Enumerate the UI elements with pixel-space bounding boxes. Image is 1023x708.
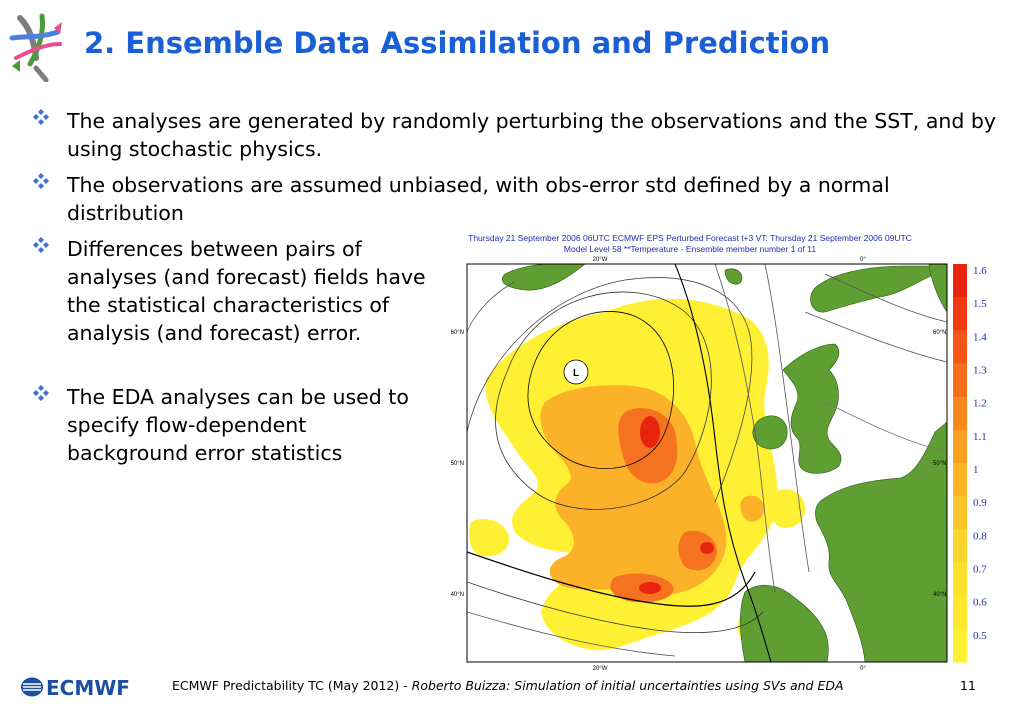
- low-pressure-marker: [563, 359, 589, 385]
- colorbar-label: 1.4: [973, 331, 987, 343]
- land-masses: [501, 264, 947, 662]
- bottom-axis-label: 20°W: [593, 666, 608, 672]
- spread-field-red: [639, 416, 714, 594]
- colorbar: 1.6 1.5 1.4 1.3 1.2 1.1 1 0.9 0.8 0.7 0.6 0.5: [953, 264, 987, 663]
- colorbar-label: 0.8: [973, 530, 987, 542]
- top-axis-label: 0°: [860, 257, 866, 263]
- slide-title: 2. Ensemble Data Assimilation and Predic…: [84, 26, 831, 60]
- top-axis-label: 20°W: [593, 257, 608, 263]
- colorbar-label: 1.3: [973, 365, 987, 377]
- ecmwf-logo-text: ECMWF: [46, 676, 130, 698]
- colorbar-swatch: [953, 363, 967, 398]
- right-axis-label: 60°N: [933, 330, 946, 336]
- map-title-line-1: Thursday 21 September 2006 06UTC ECMWF E…: [468, 233, 912, 243]
- diamond-bullet-icon: [33, 237, 49, 253]
- colorbar-swatch: [953, 496, 967, 530]
- bullet-item: The observations are assumed unbiased, w…: [32, 171, 997, 227]
- left-axis-label: 60°N: [451, 330, 464, 336]
- colorbar-label: 1.2: [973, 398, 987, 410]
- colorbar-label: 1.5: [973, 298, 987, 310]
- right-axis-label: 40°N: [933, 592, 946, 598]
- temperature-spread-map: L 20°W 0° 20°W 0° 60°N 50°N 40°N 60°N 50…: [451, 257, 988, 672]
- colorbar-swatch: [953, 429, 967, 464]
- colorbar-swatch: [953, 562, 967, 597]
- colorbar-swatch: [953, 628, 967, 663]
- map-frame: [466, 263, 948, 663]
- colorbar-swatch: [953, 595, 967, 630]
- right-axis-label: 50°N: [933, 461, 946, 467]
- colorbar-label: 1.1: [973, 431, 987, 443]
- ecmwf-logo-mark: [21, 677, 43, 697]
- colorbar-swatch: [953, 330, 967, 364]
- footer-talk-title: Roberto Buizza: Simulation of initial un…: [411, 678, 844, 693]
- bullet-text: The EDA analyses can be used to specify …: [67, 385, 409, 465]
- bottom-axis-label: 0°: [860, 666, 866, 672]
- bullet-text: The analyses are generated by randomly p…: [67, 109, 997, 161]
- pressure-contours: [467, 264, 947, 662]
- bullet-item: The analyses are generated by randomly p…: [32, 107, 997, 163]
- colorbar-swatch: [953, 264, 967, 298]
- colorbar-label: 0.6: [973, 597, 987, 609]
- low-pressure-label: L: [573, 368, 579, 379]
- footer-conference: ECMWF Predictability TC (May 2012) -: [172, 678, 412, 693]
- map-title: Thursday 21 September 2006 06UTC ECMWF E…: [440, 233, 940, 255]
- colorbar-swatch: [953, 297, 967, 331]
- colorbar-swatch: [953, 529, 967, 563]
- footer-text: ECMWF Predictability TC (May 2012) - Rob…: [172, 678, 844, 693]
- colorbar-swatch: [953, 463, 967, 497]
- map-title-line-2: Model Level 58 **Temperature - Ensemble …: [563, 244, 817, 254]
- bullet-text: The observations are assumed unbiased, w…: [67, 173, 890, 225]
- diamond-bullet-icon: [33, 109, 49, 125]
- page-number: 11: [960, 678, 976, 693]
- ecmwf-logo: ECMWF: [21, 676, 130, 698]
- colorbar-label: 0.5: [973, 630, 987, 642]
- bullet-text: Differences between pairs of analyses (a…: [67, 237, 426, 345]
- ecmwf-swirl-logo: [9, 13, 62, 82]
- bullet-item: The EDA analyses can be used to specify …: [32, 383, 427, 467]
- left-axis-label: 50°N: [451, 461, 464, 467]
- colorbar-label: 1: [973, 464, 979, 476]
- colorbar-label: 0.7: [973, 564, 987, 576]
- diamond-bullet-icon: [33, 385, 49, 401]
- left-axis-label: 40°N: [451, 592, 464, 598]
- bullet-item: Differences between pairs of analyses (a…: [32, 235, 427, 347]
- colorbar-swatch: [953, 396, 967, 431]
- colorbar-label: 1.6: [973, 265, 987, 277]
- diamond-bullet-icon: [33, 173, 49, 189]
- colorbar-label: 0.9: [973, 497, 987, 509]
